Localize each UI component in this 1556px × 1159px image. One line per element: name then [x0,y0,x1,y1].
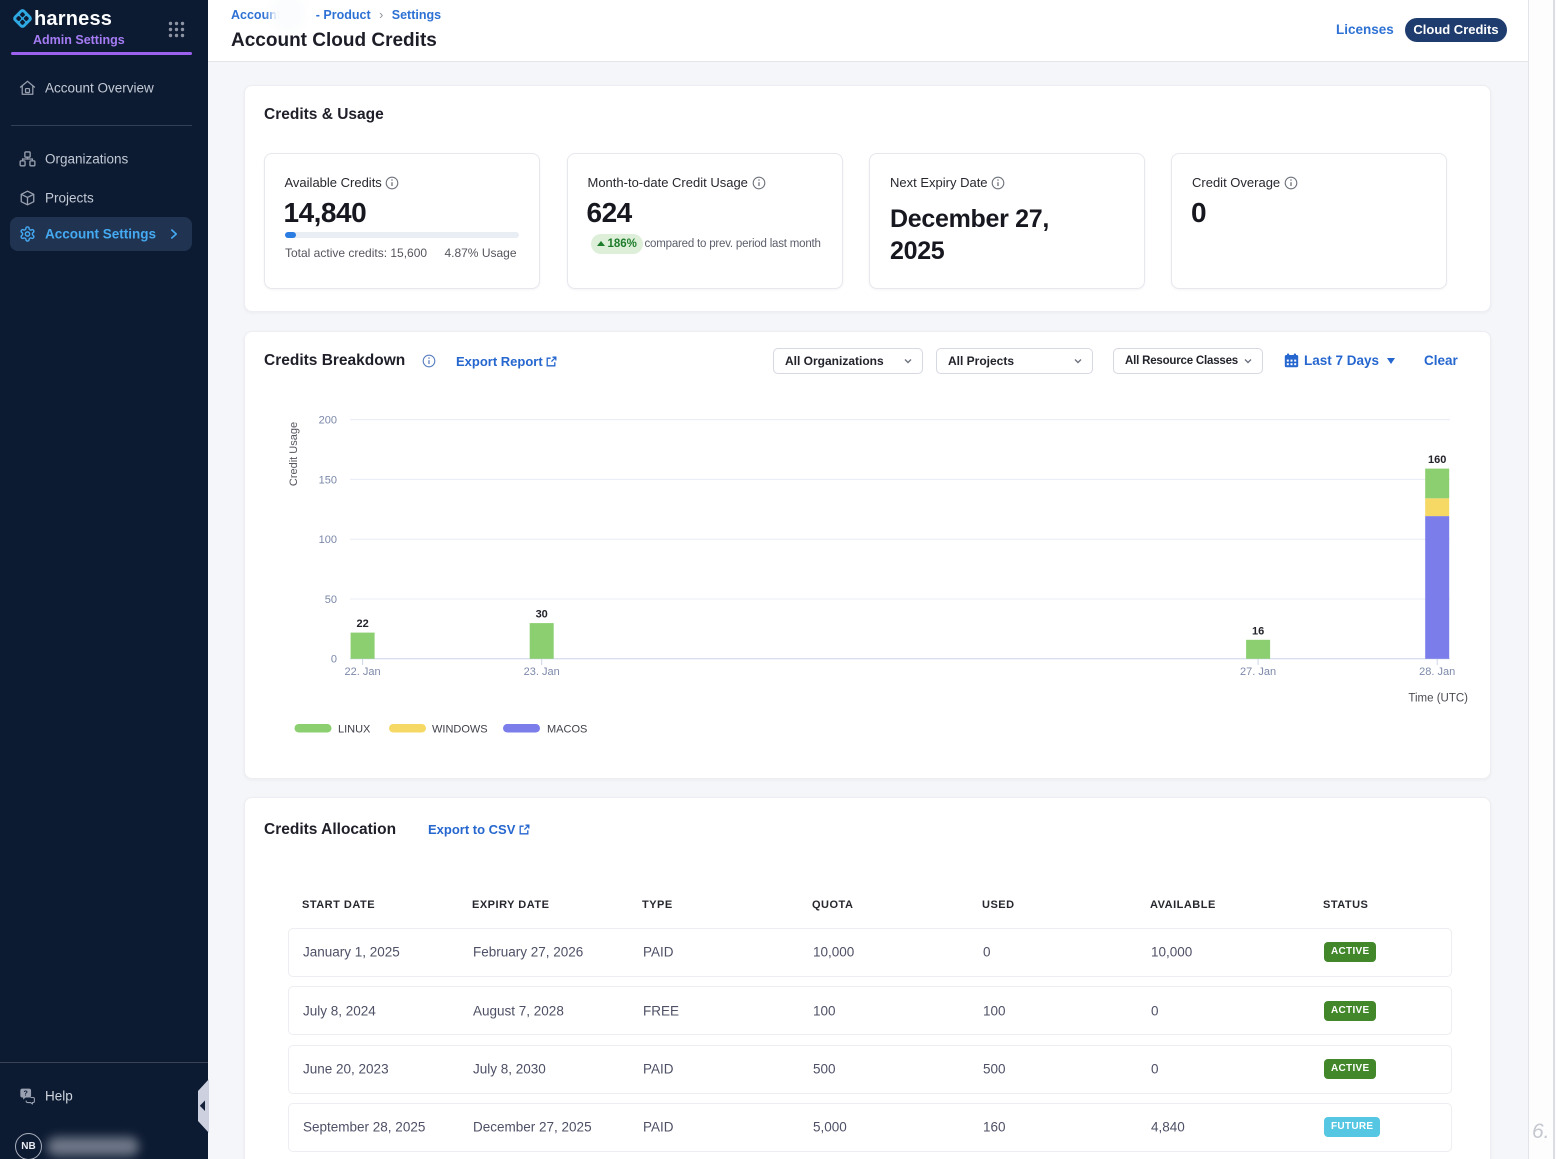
svg-text:22: 22 [356,618,368,630]
svg-text:0: 0 [331,654,337,666]
svg-text:28. Jan: 28. Jan [1419,666,1455,678]
svg-text:LINUX: LINUX [338,724,371,736]
svg-text:16: 16 [1252,625,1264,637]
svg-text:MACOS: MACOS [547,724,587,736]
svg-text:?: ? [24,1090,28,1098]
svg-text:150: 150 [319,474,337,486]
svg-text:200: 200 [319,415,337,427]
svg-text:50: 50 [325,594,337,606]
svg-text:27. Jan: 27. Jan [1240,666,1276,678]
svg-text:22. Jan: 22. Jan [345,666,381,678]
svg-text:160: 160 [1428,454,1446,466]
svg-text:Credit Usage: Credit Usage [288,422,300,486]
svg-text:23. Jan: 23. Jan [524,666,560,678]
svg-text:30: 30 [536,609,548,621]
svg-text:Time (UTC): Time (UTC) [1408,693,1468,705]
svg-text:100: 100 [319,534,337,546]
svg-text:WINDOWS: WINDOWS [432,724,488,736]
